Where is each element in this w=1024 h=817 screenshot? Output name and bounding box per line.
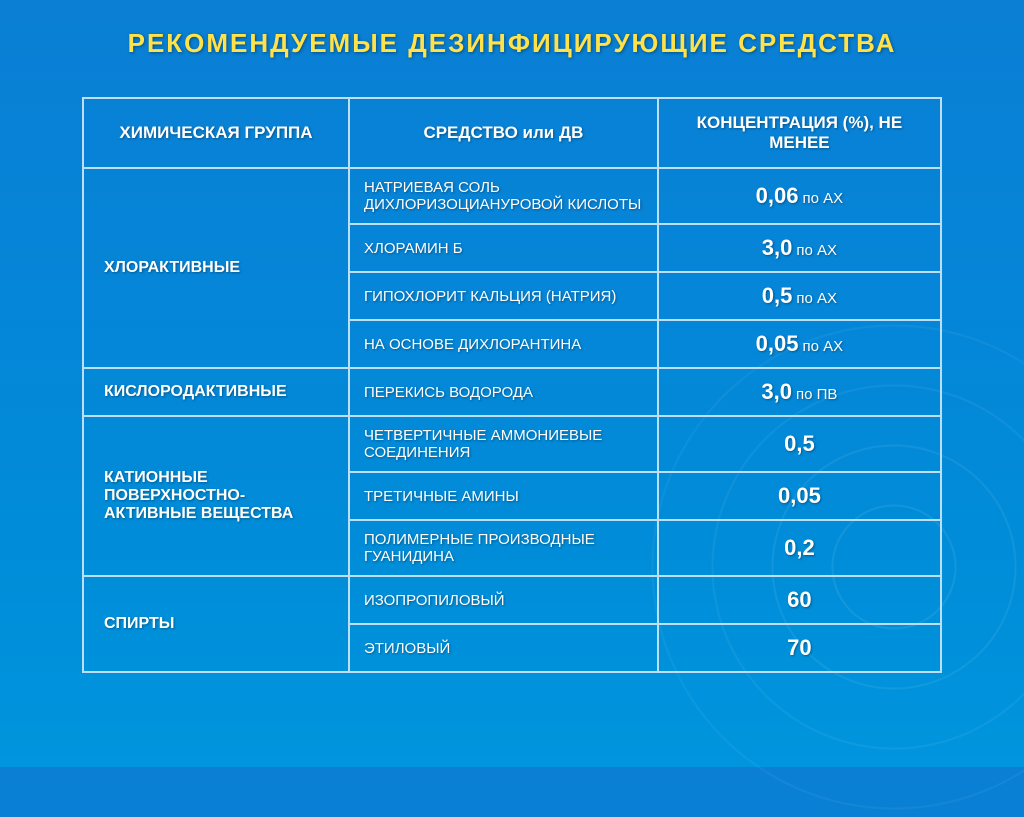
concentration-value: 0,05 [778, 483, 821, 508]
group-cell: КИСЛОРОДАКТИВНЫЕ [83, 368, 349, 416]
concentration-value: 0,06 [756, 183, 799, 208]
concentration-cell: 3,0по ПВ [658, 368, 941, 416]
concentration-cell: 0,5 [658, 416, 941, 472]
concentration-unit: по АХ [796, 242, 837, 259]
concentration-unit: по ПВ [796, 386, 837, 403]
agent-cell: ПЕРЕКИСЬ ВОДОРОДА [349, 368, 658, 416]
table-row: КИСЛОРОДАКТИВНЫЕПЕРЕКИСЬ ВОДОРОДА3,0по П… [83, 368, 941, 416]
concentration-value: 60 [787, 587, 811, 612]
concentration-value: 3,0 [761, 379, 792, 404]
agent-cell: ПОЛИМЕРНЫЕ ПРОИЗВОДНЫЕ ГУАНИДИНА [349, 520, 658, 576]
concentration-cell: 70 [658, 624, 941, 672]
concentration-value: 70 [787, 635, 811, 660]
header-conc: КОНЦЕНТРАЦИЯ (%), НЕ МЕНЕЕ [658, 98, 941, 168]
concentration-value: 0,5 [762, 283, 793, 308]
concentration-cell: 60 [658, 576, 941, 624]
header-agent: СРЕДСТВО или ДВ [349, 98, 658, 168]
slide-title: РЕКОМЕНДУЕМЫЕ ДЕЗИНФИЦИРУЮЩИЕ СРЕДСТВА [0, 0, 1024, 59]
concentration-value: 0,5 [784, 431, 815, 456]
table-row: КАТИОННЫЕ ПОВЕРХНОСТНО-АКТИВНЫЕ ВЕЩЕСТВА… [83, 416, 941, 472]
agent-cell: ХЛОРАМИН Б [349, 224, 658, 272]
concentration-value: 0,05 [756, 331, 799, 356]
group-cell: КАТИОННЫЕ ПОВЕРХНОСТНО-АКТИВНЫЕ ВЕЩЕСТВА [83, 416, 349, 576]
agent-cell: ЧЕТВЕРТИЧНЫЕ АММОНИЕВЫЕ СОЕДИНЕНИЯ [349, 416, 658, 472]
concentration-value: 3,0 [762, 235, 793, 260]
agent-cell: ИЗОПРОПИЛОВЫЙ [349, 576, 658, 624]
table-header-row: ХИМИЧЕСКАЯ ГРУППА СРЕДСТВО или ДВ КОНЦЕН… [83, 98, 941, 168]
header-group: ХИМИЧЕСКАЯ ГРУППА [83, 98, 349, 168]
agent-cell: НАТРИЕВАЯ СОЛЬ ДИХЛОРИЗОЦИАНУРОВОЙ КИСЛО… [349, 168, 658, 224]
agent-cell: ГИПОХЛОРИТ КАЛЬЦИЯ (НАТРИЯ) [349, 272, 658, 320]
table-row: СПИРТЫИЗОПРОПИЛОВЫЙ60 [83, 576, 941, 624]
concentration-cell: 0,5по АХ [658, 272, 941, 320]
agent-cell: НА ОСНОВЕ ДИХЛОРАНТИНА [349, 320, 658, 368]
disinfectant-table-wrap: ХИМИЧЕСКАЯ ГРУППА СРЕДСТВО или ДВ КОНЦЕН… [82, 97, 942, 673]
concentration-cell: 0,05по АХ [658, 320, 941, 368]
group-cell: ХЛОРАКТИВНЫЕ [83, 168, 349, 368]
agent-cell: ЭТИЛОВЫЙ [349, 624, 658, 672]
concentration-unit: по АХ [796, 290, 837, 307]
disinfectant-table: ХИМИЧЕСКАЯ ГРУППА СРЕДСТВО или ДВ КОНЦЕН… [82, 97, 942, 673]
concentration-unit: по АХ [803, 338, 844, 355]
concentration-cell: 3,0по АХ [658, 224, 941, 272]
group-cell: СПИРТЫ [83, 576, 349, 672]
concentration-cell: 0,06по АХ [658, 168, 941, 224]
concentration-value: 0,2 [784, 535, 815, 560]
concentration-cell: 0,05 [658, 472, 941, 520]
concentration-cell: 0,2 [658, 520, 941, 576]
concentration-unit: по АХ [803, 190, 844, 207]
agent-cell: ТРЕТИЧНЫЕ АМИНЫ [349, 472, 658, 520]
table-row: ХЛОРАКТИВНЫЕНАТРИЕВАЯ СОЛЬ ДИХЛОРИЗОЦИАН… [83, 168, 941, 224]
